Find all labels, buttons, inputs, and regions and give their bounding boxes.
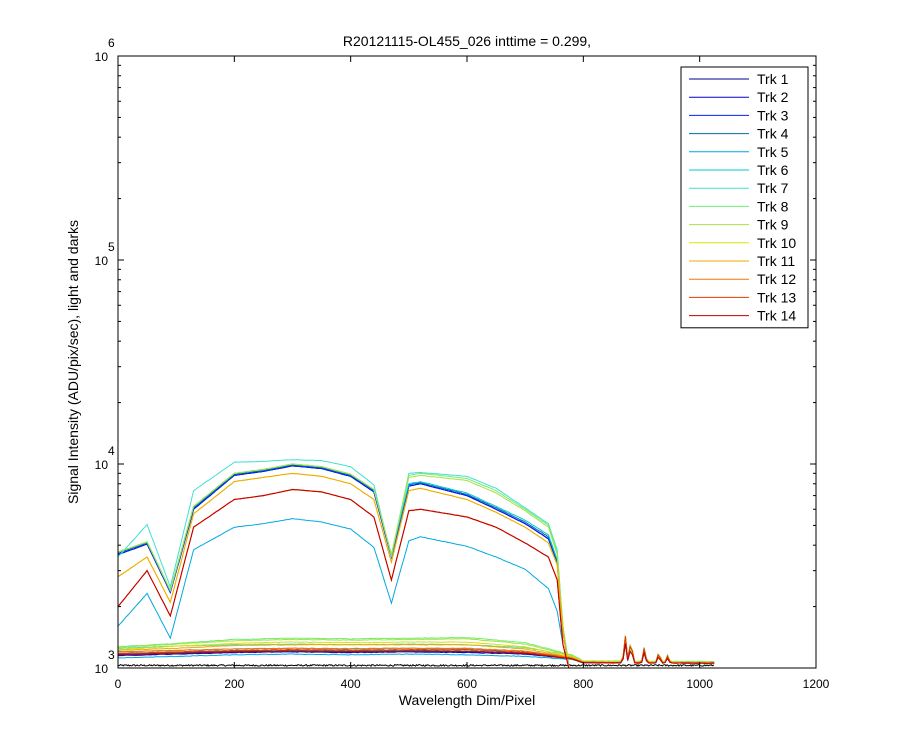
x-tick-label: 200 xyxy=(224,677,244,691)
legend-label-trk-14: Trk 14 xyxy=(757,308,796,324)
series-trk-14-dark-line xyxy=(118,643,715,664)
x-tick-label: 800 xyxy=(573,677,593,691)
legend-box xyxy=(680,66,809,329)
legend: Trk 1 Trk 2 Trk 3 Trk 4 Trk 5 Trk 6 Trk 7 Trk 8… xyxy=(680,66,809,329)
series-trk-3-light-line xyxy=(118,465,570,668)
legend-label-trk-7: Trk 7 xyxy=(757,180,789,196)
legend-label-trk-9: Trk 9 xyxy=(757,217,789,233)
y-axis-title: Signal Intensity (ADU/pix/sec), light an… xyxy=(65,220,81,504)
x-tick-label: 1200 xyxy=(803,677,830,691)
x-tick-label: 0 xyxy=(115,677,122,691)
legend-label-trk-2: Trk 2 xyxy=(757,89,789,105)
legend-label-trk-8: Trk 8 xyxy=(757,198,789,214)
series-trk-7-light-line xyxy=(118,459,570,664)
series-trk-11-light-line xyxy=(118,472,570,668)
y-tick-exponent: 3 xyxy=(108,648,115,662)
y-tick-label: 10 xyxy=(95,458,109,472)
series-trk-14-light-line xyxy=(118,488,570,668)
legend-label-trk-11: Trk 11 xyxy=(757,253,795,269)
x-tick-label: 600 xyxy=(457,677,477,691)
legend-label-trk-10: Trk 10 xyxy=(757,235,796,251)
series-trk-9-light-line xyxy=(118,463,570,668)
series-trk-4-light-line xyxy=(118,464,570,668)
series-trk-10-dark-line xyxy=(118,635,715,664)
legend-label-trk-6: Trk 6 xyxy=(757,162,789,178)
series-trk-5-light-line xyxy=(118,517,570,668)
y-tick-label: 10 xyxy=(95,254,109,268)
x-axis-title: Wavelength Dim/Pixel xyxy=(399,692,535,708)
series-trk-13-dark-line xyxy=(118,636,715,664)
legend-label-trk-3: Trk 3 xyxy=(757,107,789,123)
x-tick-label: 1000 xyxy=(686,677,713,691)
y-tick-exponent: 6 xyxy=(108,36,115,50)
dark-noise-floor-line xyxy=(118,663,715,668)
legend-label-trk-4: Trk 4 xyxy=(757,126,789,142)
legend-label-trk-1: Trk 1 xyxy=(757,71,789,87)
legend-label-trk-5: Trk 5 xyxy=(757,144,789,160)
y-tick-exponent: 4 xyxy=(108,444,115,458)
legend-label-trk-13: Trk 13 xyxy=(757,289,796,305)
x-tick-label: 400 xyxy=(341,677,361,691)
y-tick-label: 10 xyxy=(95,50,109,64)
chart-title: R20121115-OL455_026 inttime = 0.299, xyxy=(343,33,591,49)
legend-label-trk-12: Trk 12 xyxy=(757,271,796,287)
y-tick-label: 10 xyxy=(95,662,109,676)
plot-area xyxy=(118,459,715,668)
y-tick-exponent: 5 xyxy=(108,240,115,254)
